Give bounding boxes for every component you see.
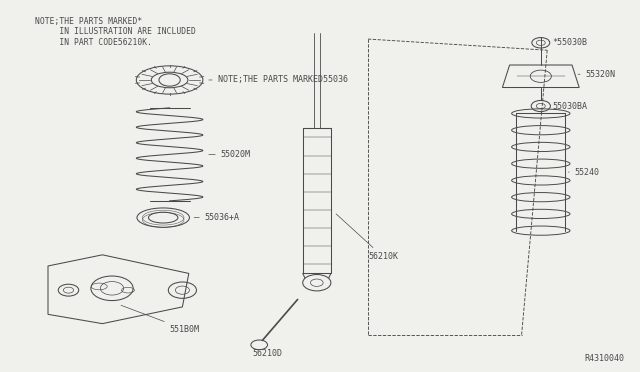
Text: 56210D: 56210D [253,349,283,357]
Text: NOTE;THE PARTS MARKED55036: NOTE;THE PARTS MARKED55036 [209,76,348,84]
Text: 55020M: 55020M [209,150,251,159]
Text: 551B0M: 551B0M [121,305,200,334]
Text: *55030B: *55030B [552,38,588,47]
Text: 55240: 55240 [568,167,600,177]
Text: 56210K: 56210K [336,214,398,261]
Text: 55036+A: 55036+A [194,213,240,222]
Text: R4310040: R4310040 [584,354,624,363]
Text: NOTE;THE PARTS MARKED*
     IN ILLUSTRATION ARE INCLUDED
     IN PART CODE56210K: NOTE;THE PARTS MARKED* IN ILLUSTRATION A… [35,17,196,46]
Text: 55320N: 55320N [578,70,616,79]
Text: 55030BA: 55030BA [552,102,588,110]
